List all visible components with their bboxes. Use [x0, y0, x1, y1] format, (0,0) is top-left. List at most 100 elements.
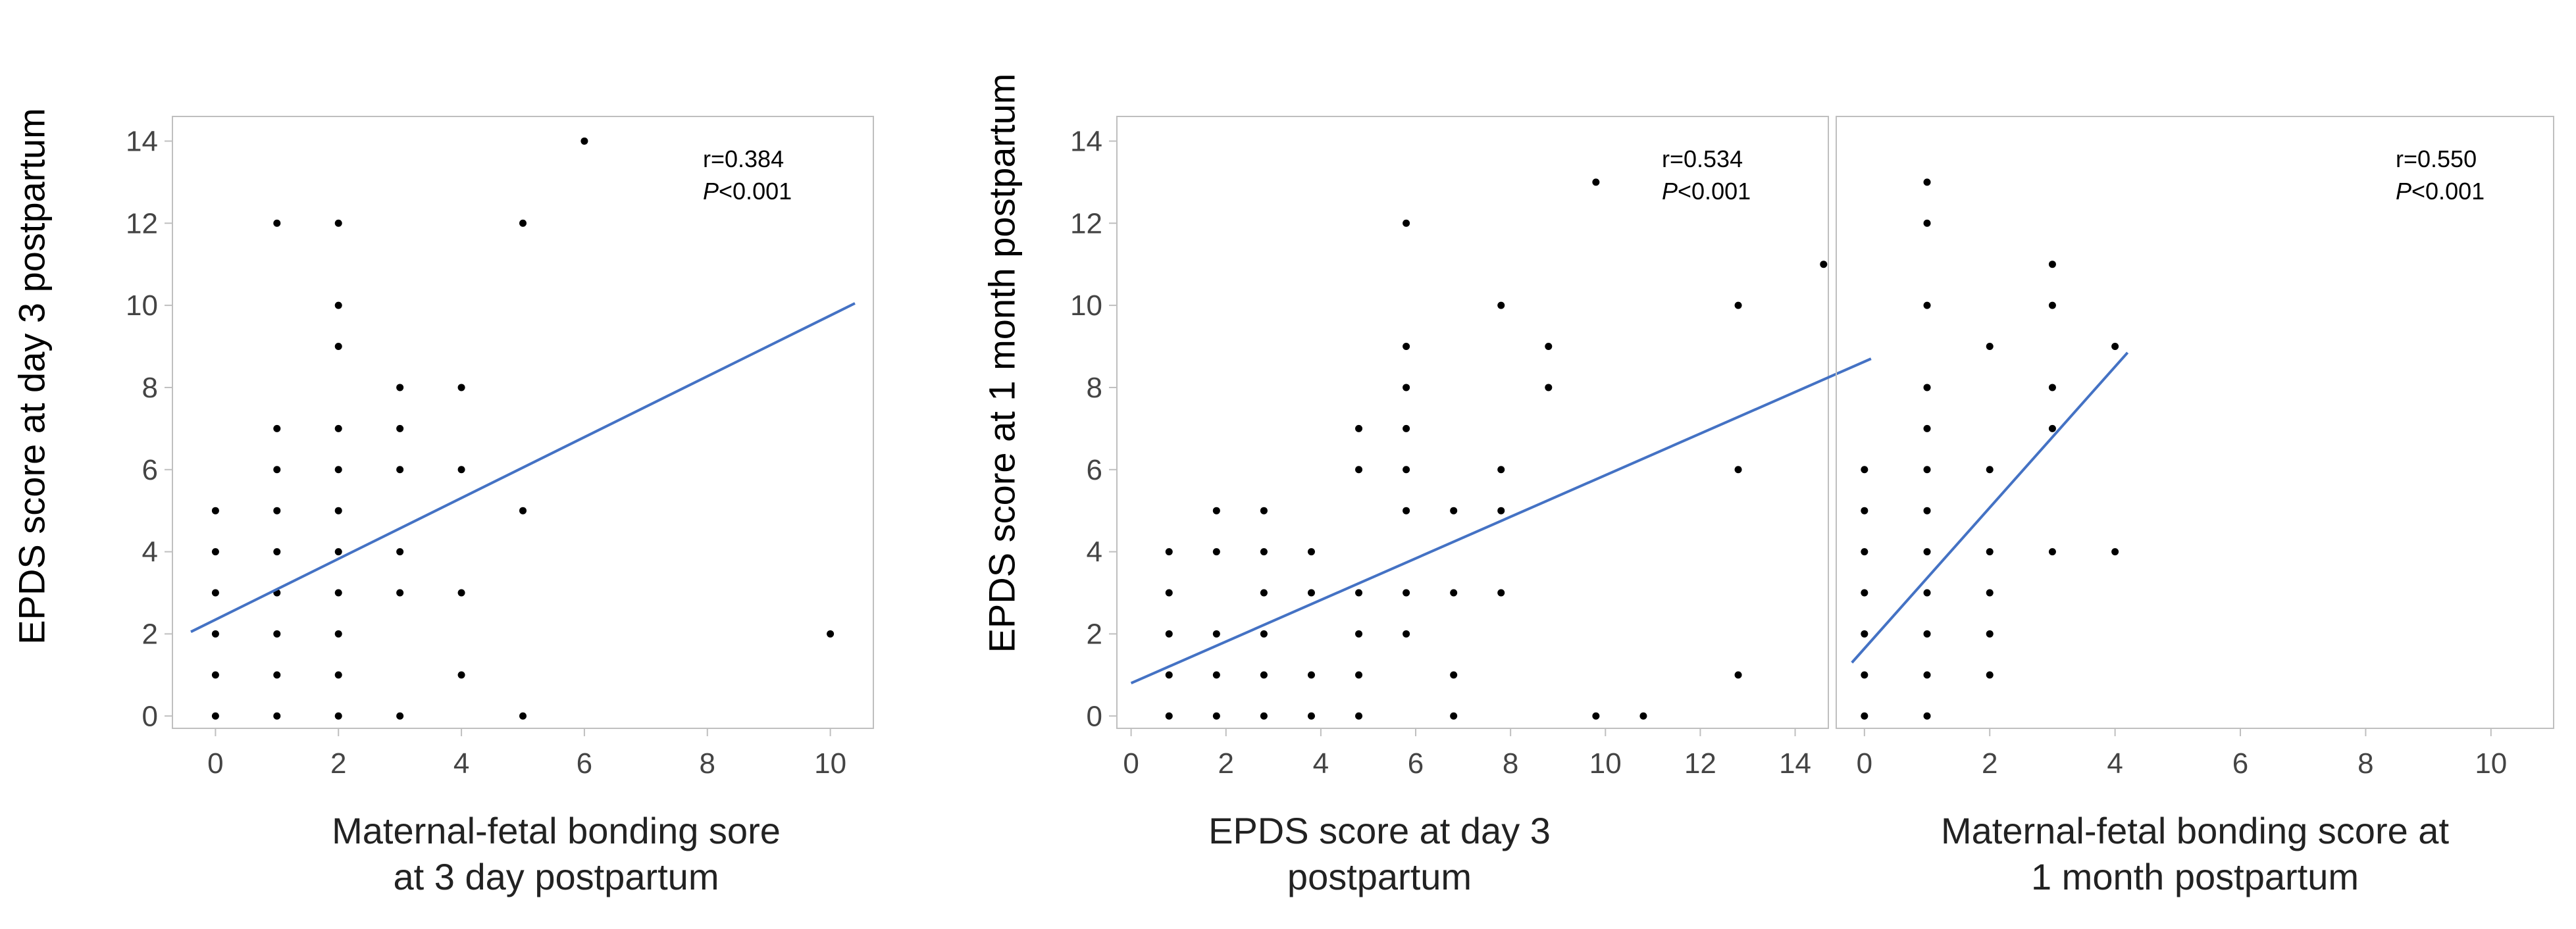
data-point — [1734, 466, 1742, 474]
data-point — [1923, 548, 1931, 556]
data-point — [1450, 671, 1458, 679]
x-tick-label: 0 — [1123, 747, 1139, 780]
data-point — [1923, 671, 1931, 679]
data-point — [211, 712, 219, 720]
data-point — [1450, 507, 1458, 515]
panel-epds-day3-vs-1month: 0 2 4 6 8 10 12 14 0 2 4 6 8 10 12 14 — [1070, 116, 1872, 780]
data-point — [1592, 178, 1600, 186]
data-point — [1212, 507, 1220, 515]
data-point — [1450, 589, 1458, 597]
data-point — [396, 548, 404, 556]
x-tick-label: 8 — [1503, 747, 1518, 780]
panel-bonding-1month: 0 2 4 6 8 10 — [1836, 116, 2554, 780]
data-point — [334, 343, 342, 351]
data-point — [1355, 712, 1363, 720]
x-tick-label: 2 — [1218, 747, 1234, 780]
x-axis-title-panel-3: Maternal-fetal bonding score at 1 month … — [1941, 808, 2449, 900]
data-point — [519, 219, 527, 227]
data-point — [1260, 712, 1268, 720]
plot-frame — [172, 116, 874, 729]
data-point — [1861, 630, 1868, 638]
y-tick-label: 4 — [142, 536, 158, 568]
data-point — [273, 630, 281, 638]
data-point — [1212, 548, 1220, 556]
regression-line — [190, 302, 856, 634]
stats-annotation-panel-1: r=0.384 P<0.001 — [703, 143, 792, 207]
data-point — [334, 630, 342, 638]
y-axis-title-panel-2: EPDS score at 1 month postpartum — [981, 73, 1023, 653]
plot-frame — [1836, 116, 2554, 729]
data-point — [1861, 712, 1868, 720]
data-point — [1734, 301, 1742, 309]
data-point — [1403, 507, 1410, 515]
data-point — [1212, 712, 1220, 720]
panel-bonding-day3: 0 2 4 6 8 10 0 2 4 6 8 10 12 14 — [126, 116, 874, 780]
x-tick-label: 10 — [1589, 747, 1622, 780]
data-point — [1355, 424, 1363, 432]
x-tick-label: 8 — [700, 747, 715, 780]
data-point — [1923, 589, 1931, 597]
data-point — [1497, 589, 1505, 597]
data-point — [273, 712, 281, 720]
y-tick-label: 2 — [142, 618, 158, 650]
x-tick-label: 2 — [330, 747, 346, 780]
data-point — [1165, 630, 1173, 638]
data-point — [1260, 548, 1268, 556]
data-point — [211, 507, 219, 515]
x-tick-label: 0 — [207, 747, 223, 780]
data-point — [1861, 466, 1868, 474]
y-tick-label: 8 — [1087, 372, 1102, 404]
data-point — [457, 384, 465, 391]
data-point — [1923, 630, 1931, 638]
data-point — [1820, 261, 1828, 268]
data-point — [1165, 671, 1173, 679]
data-point — [1734, 671, 1742, 679]
data-point — [1403, 424, 1410, 432]
data-point — [1403, 630, 1410, 638]
x-tick-label: 10 — [2475, 747, 2507, 780]
data-point — [1355, 589, 1363, 597]
data-point — [273, 671, 281, 679]
y-axis-title-panel-1: EPDS score at day 3 postpartum — [11, 108, 53, 645]
data-point — [1260, 589, 1268, 597]
data-point — [1497, 507, 1505, 515]
y-tick-label: 8 — [142, 372, 158, 404]
data-point — [396, 712, 404, 720]
data-point — [273, 507, 281, 515]
data-point — [1923, 712, 1931, 720]
data-point — [1545, 384, 1553, 391]
data-point — [1403, 219, 1410, 227]
data-point — [334, 507, 342, 515]
y-tick-label: 12 — [126, 207, 158, 239]
data-point — [2048, 548, 2056, 556]
data-point — [211, 671, 219, 679]
data-point — [1403, 466, 1410, 474]
data-point — [1639, 712, 1647, 720]
data-point — [396, 466, 404, 474]
data-point — [2111, 548, 2119, 556]
data-point — [334, 671, 342, 679]
y-tick-label: 14 — [1070, 125, 1102, 157]
x-tick-label: 6 — [1408, 747, 1424, 780]
data-point — [1403, 589, 1410, 597]
y-tick-label: 10 — [1070, 289, 1102, 322]
p-value: P<0.001 — [703, 177, 792, 205]
data-point — [1986, 589, 1994, 597]
data-point — [1260, 671, 1268, 679]
data-point — [1861, 507, 1868, 515]
data-point — [1212, 630, 1220, 638]
x-axis-title-line: postpartum — [1287, 856, 1472, 897]
data-point — [1545, 343, 1553, 351]
data-point — [334, 712, 342, 720]
r-value: r=0.384 — [703, 145, 785, 172]
data-point — [827, 630, 835, 638]
x-axis-title-line: at 3 day postpartum — [393, 856, 719, 897]
data-point — [2048, 301, 2056, 309]
data-point — [1592, 712, 1600, 720]
data-point — [2048, 261, 2056, 268]
x-tick-label: 10 — [814, 747, 846, 780]
data-point — [273, 548, 281, 556]
data-point — [1307, 548, 1315, 556]
data-point — [1497, 466, 1505, 474]
